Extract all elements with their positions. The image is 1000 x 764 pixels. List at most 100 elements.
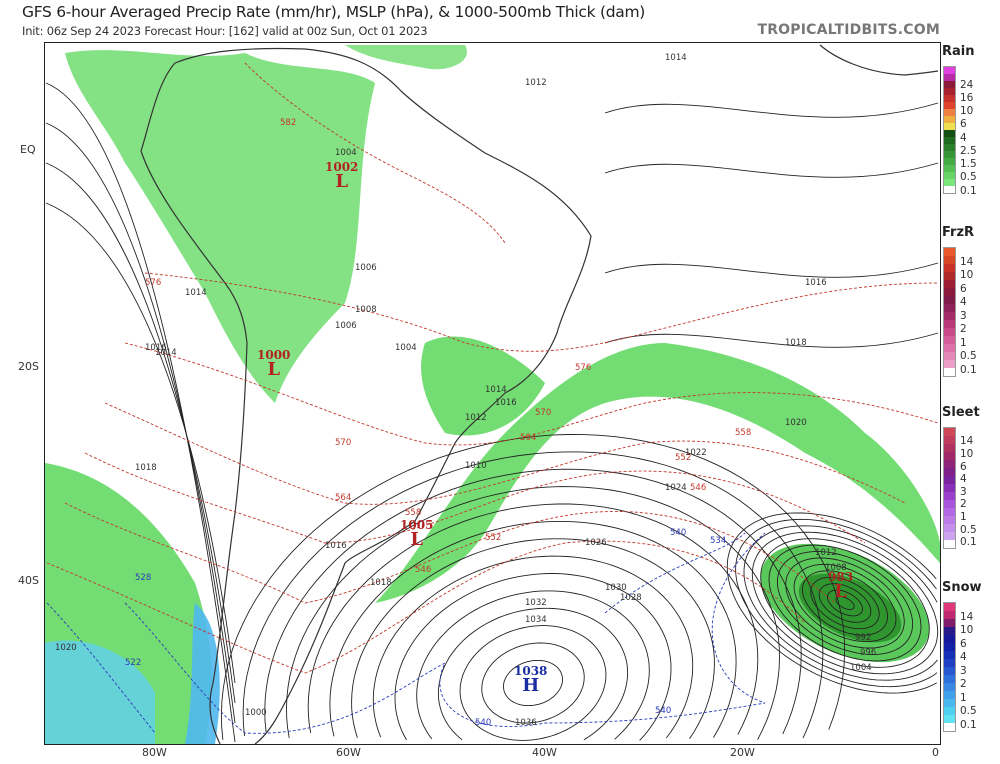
thickness-line-564: [104, 402, 906, 505]
legend-swatch: [944, 611, 955, 619]
isobar-high: [481, 642, 585, 724]
isobar-label: 1028: [620, 593, 642, 603]
isobar-high: [503, 659, 563, 707]
legend-swatch: [944, 360, 955, 368]
thickness-label: 576: [575, 363, 592, 373]
isobar-low: [785, 557, 905, 649]
high-center-1038: 1038 H: [514, 665, 547, 695]
legend-swatch: [944, 444, 955, 452]
legend-title: Snow: [942, 580, 982, 595]
isobar-high: [286, 486, 780, 740]
legend-tick-label: 1: [960, 336, 967, 349]
isobar-line: [604, 162, 939, 178]
legend-swatch: [944, 468, 955, 476]
legend-tick-label: 4: [960, 131, 967, 144]
low-symbol: L: [335, 171, 349, 192]
isobar-label: 1020: [55, 643, 77, 653]
legend-swatch: [944, 248, 955, 256]
thickness-label: 522: [125, 658, 142, 668]
isobar-label: 1008: [825, 563, 847, 573]
legend-title: Sleet: [942, 405, 980, 420]
low-center-1000: 1000 L: [257, 349, 290, 379]
precip-amazon: [345, 45, 467, 70]
legend-swatch: [944, 151, 955, 158]
isobar-high: [416, 590, 650, 740]
center-value: 1005: [400, 518, 434, 532]
legend-tick-label: 1: [960, 511, 967, 524]
legend-swatch: [944, 484, 955, 492]
legend-tick-label: 2: [960, 498, 967, 511]
map-canvas: [45, 44, 940, 744]
thickness-label: 552: [485, 533, 502, 543]
legend-swatch: [944, 516, 955, 524]
legend-swatch: [944, 492, 955, 500]
legend-swatch: [944, 165, 955, 172]
legend-tick-label: 2: [960, 323, 967, 336]
legend-swatch: [944, 272, 955, 280]
isobar-label: 1026: [585, 538, 607, 548]
legend-swatch: [944, 144, 955, 151]
legend-swatch: [944, 667, 955, 675]
isobar-label: 1012: [465, 413, 487, 423]
isobar-low: [760, 538, 930, 668]
legend-swatch: [944, 508, 955, 516]
legend-swatch: [944, 74, 955, 81]
africa-coastline: [819, 44, 939, 76]
isobar-high: [394, 573, 672, 741]
isobar-low: [818, 583, 872, 623]
thickness-label: 582: [280, 118, 297, 128]
isobar-high: [372, 555, 694, 739]
legend-swatch: [944, 532, 955, 540]
legend-swatch: [944, 88, 955, 95]
thickness-label: 546: [415, 565, 432, 575]
legend-title: FrzR: [942, 225, 975, 240]
thickness-line-552: [64, 502, 836, 604]
center-value: 1000: [257, 348, 291, 362]
legend-tick-label: 2.5: [960, 144, 977, 157]
thickness-label: 564: [335, 493, 352, 503]
isobar-low: [776, 551, 914, 655]
isobar-label: 992: [855, 633, 872, 643]
legend-title: Rain: [942, 44, 975, 59]
legend-swatch: [944, 683, 955, 691]
legend-swatch: [944, 179, 955, 186]
legend-tick-label: 3: [960, 664, 967, 677]
lon-label-0: 0: [932, 746, 939, 759]
isobar-low: [751, 531, 939, 675]
isobar-low: [793, 563, 897, 643]
legend-swatch: [944, 500, 955, 508]
center-value: 1038: [514, 664, 548, 678]
legend-swatch: [944, 81, 955, 88]
legend-swatch: [944, 707, 955, 715]
isobar-low: [735, 518, 938, 688]
legend-swatch: [944, 643, 955, 651]
high-symbol: H: [522, 675, 540, 696]
legend-swatch: [944, 603, 955, 611]
isobar-label: 1024: [665, 483, 687, 493]
isobar-label: 1030: [605, 583, 627, 593]
precip-cyclone-core: [798, 573, 902, 643]
isobar-label: 1010: [465, 461, 487, 471]
thickness-line-558: [84, 452, 866, 544]
legend-tick-label: 0.1: [960, 536, 977, 549]
thickness-line-546: [46, 540, 806, 674]
isobar-high: [459, 625, 607, 741]
legend-tick-label: 16: [960, 91, 974, 104]
isobar-label: 996: [860, 648, 877, 658]
thickness-line-570: [124, 342, 939, 446]
isobar-label: 1016: [805, 278, 827, 288]
legend-swatch: [944, 540, 955, 548]
isobar-low: [802, 570, 888, 636]
legend-swatch: [944, 264, 955, 272]
legend-colorbar: [943, 427, 956, 549]
snow-patagonia: [185, 603, 220, 744]
lat-label-eq: EQ: [20, 143, 36, 156]
isobar-high: [220, 434, 846, 740]
legend-swatch: [944, 675, 955, 683]
thickness-label: 540: [655, 706, 672, 716]
thickness-label: 570: [535, 408, 552, 418]
low-center-1002: 1002 L: [325, 161, 358, 191]
legend-tick-label: 0.5: [960, 523, 977, 536]
legend-tick-label: 0.5: [960, 171, 977, 184]
legend-swatch: [944, 723, 955, 731]
